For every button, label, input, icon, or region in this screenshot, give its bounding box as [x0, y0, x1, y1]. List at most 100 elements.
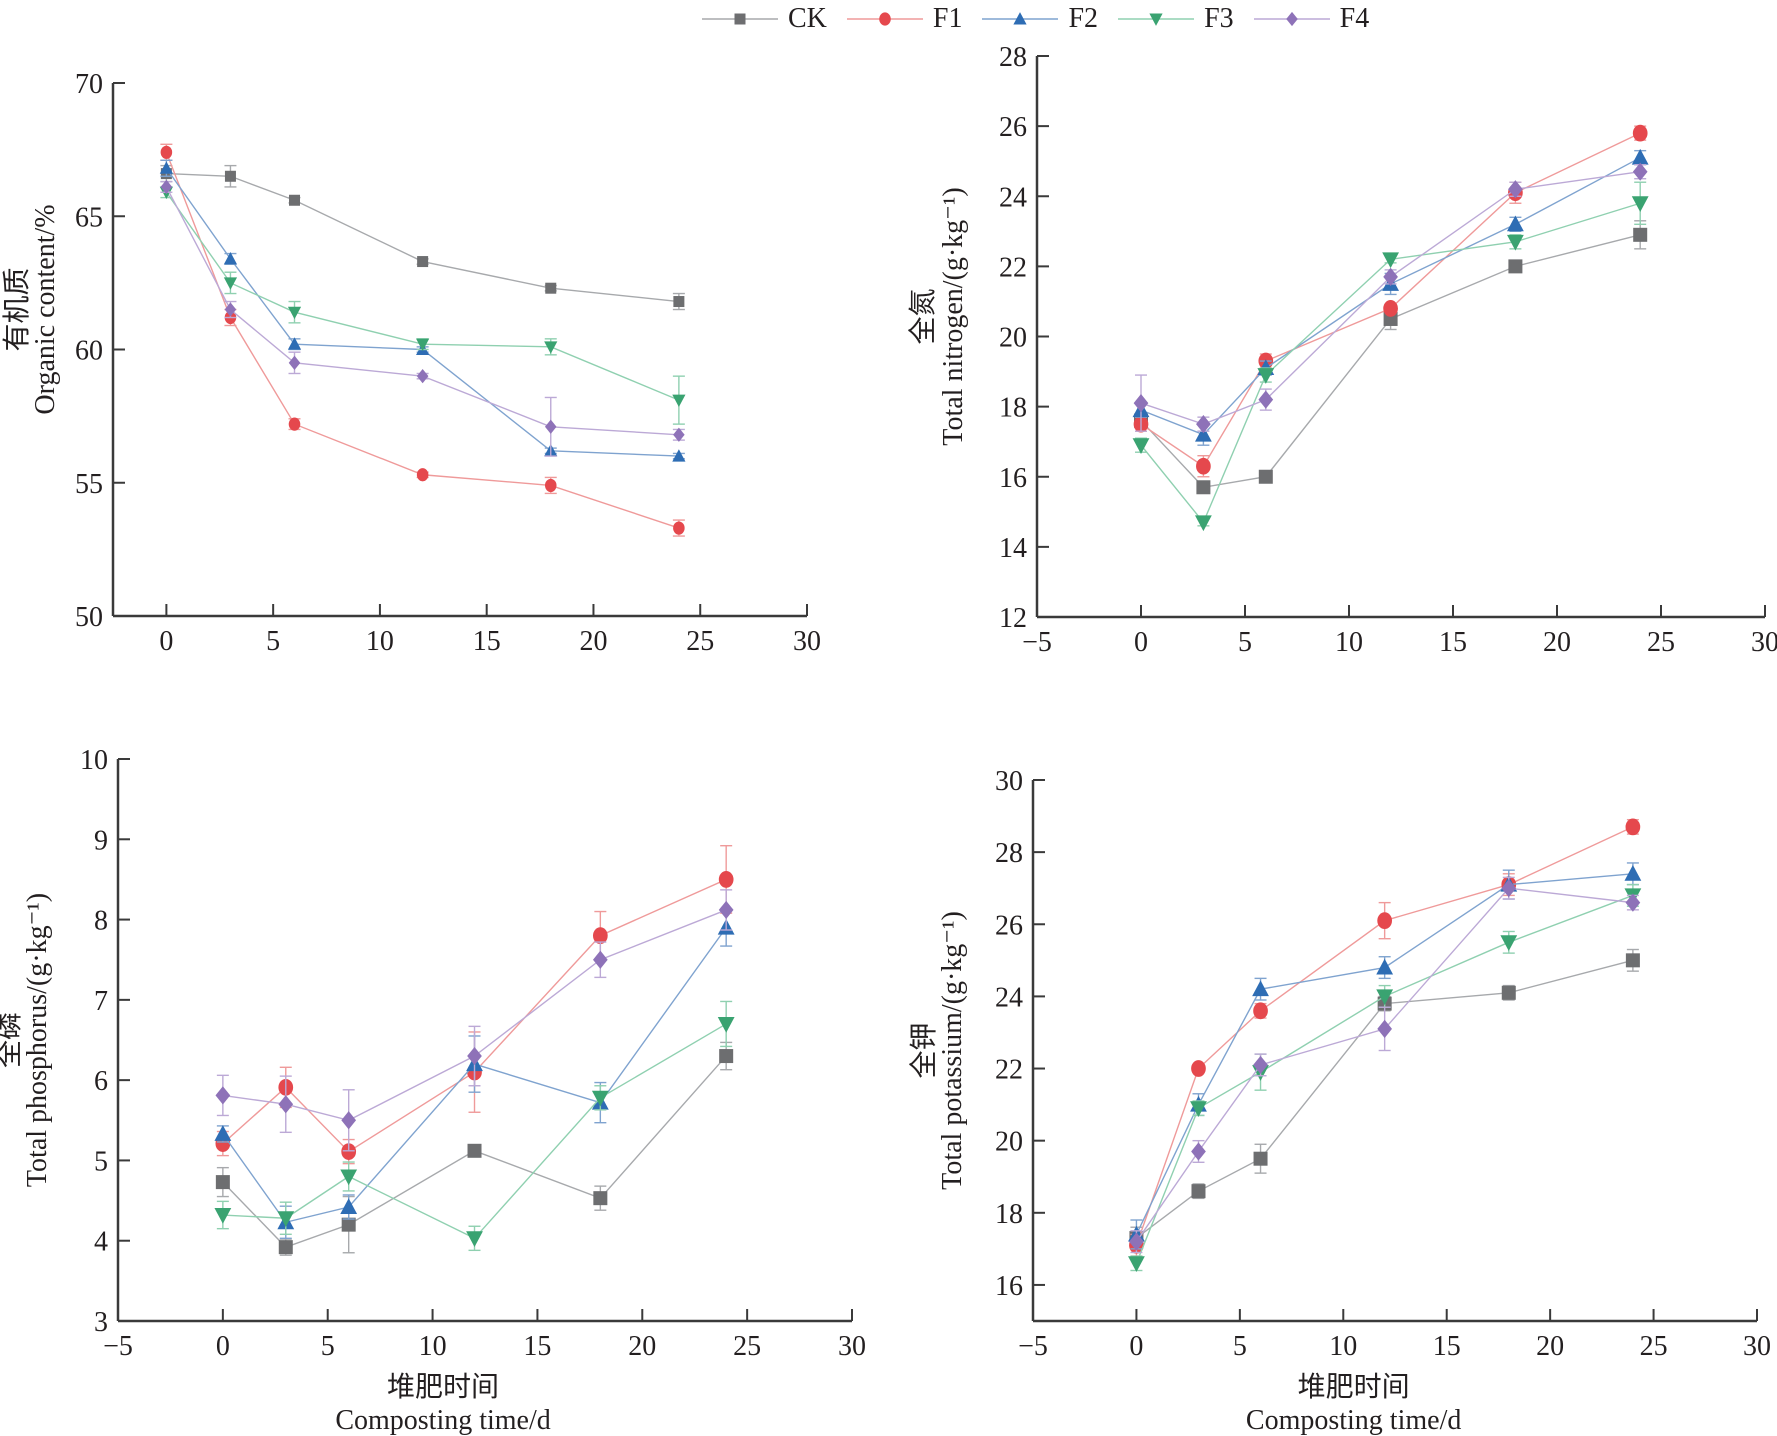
- y-tick-label: 18: [995, 1199, 1023, 1230]
- y-axis-label-cn: 全氮: [907, 288, 939, 344]
- y-tick-label: 22: [995, 1055, 1023, 1086]
- legend-marker: [1285, 11, 1298, 27]
- series-line: [166, 172, 679, 303]
- data-point: [340, 1198, 358, 1214]
- data-point: [1257, 368, 1275, 384]
- data-point: [287, 306, 302, 320]
- organic-content-chart: 有机质 Organic content/% 50 55 60 65 70 0 5 10 15 20…: [1, 69, 821, 657]
- data-point: [672, 394, 686, 408]
- x-tick-label: 5: [1233, 1331, 1247, 1362]
- data-point: [1253, 1151, 1268, 1166]
- data-point: [214, 1125, 232, 1141]
- y-tick-label: 28: [999, 42, 1027, 73]
- y-tick-label: 18: [999, 393, 1027, 424]
- data-point: [278, 1240, 293, 1255]
- data-point: [417, 256, 429, 268]
- legend-marker-square-icon: [702, 13, 778, 25]
- data-point: [591, 1090, 609, 1107]
- data-point: [1191, 1142, 1206, 1161]
- data-point: [545, 282, 557, 294]
- x-tick-label: 10: [419, 1331, 447, 1362]
- data-point: [341, 1143, 357, 1160]
- series-line: [1140, 234, 1641, 489]
- data-point: [1258, 390, 1274, 409]
- series-line: [222, 909, 727, 1122]
- x-tick-label: 10: [366, 626, 394, 657]
- data-point: [416, 369, 429, 384]
- series-line: [1140, 132, 1641, 468]
- x-tick-label: 30: [1751, 627, 1777, 658]
- series-f1: [215, 845, 734, 1165]
- x-axis-label: Composting time/d: [335, 1405, 550, 1436]
- x-tick-label: 10: [1335, 627, 1363, 658]
- x-axis-label: Composting time/d: [1246, 1405, 1461, 1436]
- legend-marker: [1013, 12, 1028, 25]
- legend-marker-triangle-up-icon: [982, 12, 1059, 25]
- data-point: [341, 1111, 357, 1130]
- data-point: [1195, 515, 1212, 532]
- legend-label: F3: [1204, 3, 1234, 34]
- data-point: [1253, 1055, 1268, 1075]
- data-point: [1376, 958, 1394, 975]
- y-tick-label: 26: [999, 112, 1027, 143]
- y-tick-label: 28: [995, 838, 1023, 869]
- data-point: [1195, 425, 1212, 442]
- x-tick-label: 10: [1329, 1331, 1357, 1362]
- legend-item-f3: F3: [1116, 3, 1234, 35]
- x-tick-label: 15: [523, 1331, 551, 1362]
- series-f4: [160, 179, 685, 457]
- legend-marker: [734, 13, 746, 25]
- data-point: [223, 252, 238, 265]
- series-f3: [1128, 883, 1642, 1273]
- data-point: [1196, 457, 1211, 475]
- data-point: [1501, 985, 1516, 1000]
- y-axis-label-cn: 全磷: [0, 1012, 25, 1068]
- legend-marker: [879, 12, 891, 26]
- data-point: [544, 341, 558, 354]
- y-tick-label: 16: [995, 1271, 1023, 1302]
- y-tick-label: 65: [75, 202, 103, 233]
- total-phosphorus-chart: 全磷 Total phosphorus/(g·kg⁻¹) 堆肥时间 Compos…: [0, 745, 866, 1436]
- y-tick-label: 30: [995, 766, 1023, 797]
- data-point: [673, 296, 685, 308]
- x-tick-label: 5: [266, 626, 280, 657]
- data-point: [288, 417, 301, 431]
- data-point: [1508, 180, 1523, 199]
- series-line: [1135, 894, 1634, 1264]
- series-f4: [1129, 876, 1641, 1254]
- legend-item-f2: F2: [980, 3, 1098, 35]
- series-f3: [1132, 181, 1649, 532]
- data-point: [1631, 196, 1649, 213]
- data-point: [1625, 953, 1640, 968]
- y-tick-label: 50: [75, 602, 103, 633]
- data-point: [215, 1175, 230, 1190]
- legend-label: F4: [1339, 3, 1370, 34]
- data-point: [1377, 912, 1393, 930]
- data-point: [1133, 394, 1149, 413]
- data-point: [1625, 893, 1641, 912]
- total-nitrogen-chart: 全氮 Total nitrogen/(g·kg⁻¹) 12 14 16 18 20 22 2…: [907, 42, 1777, 658]
- y-tick-label: 26: [995, 910, 1023, 941]
- series-line: [1140, 171, 1641, 425]
- data-point: [340, 1169, 358, 1186]
- x-tick-label: −5: [103, 1331, 133, 1362]
- x-tick-label: 15: [1433, 1331, 1461, 1362]
- data-point: [544, 478, 557, 493]
- x-tick-label: 25: [733, 1331, 761, 1362]
- y-tick-label: 14: [999, 533, 1027, 564]
- data-point: [467, 1143, 482, 1158]
- legend-marker-diamond-icon: [1253, 11, 1330, 27]
- series-f2: [159, 159, 686, 462]
- data-point: [592, 950, 608, 969]
- data-point: [278, 1095, 294, 1114]
- data-point: [287, 337, 302, 350]
- data-point: [1500, 935, 1518, 952]
- x-tick-label: 15: [1439, 627, 1467, 658]
- y-tick-label: 9: [94, 825, 108, 856]
- y-tick-label: 22: [999, 252, 1027, 283]
- x-tick-label: 25: [686, 626, 714, 657]
- data-point: [288, 355, 301, 370]
- data-point: [672, 449, 686, 462]
- x-tick-label: 20: [628, 1331, 656, 1362]
- data-point: [1128, 1256, 1145, 1273]
